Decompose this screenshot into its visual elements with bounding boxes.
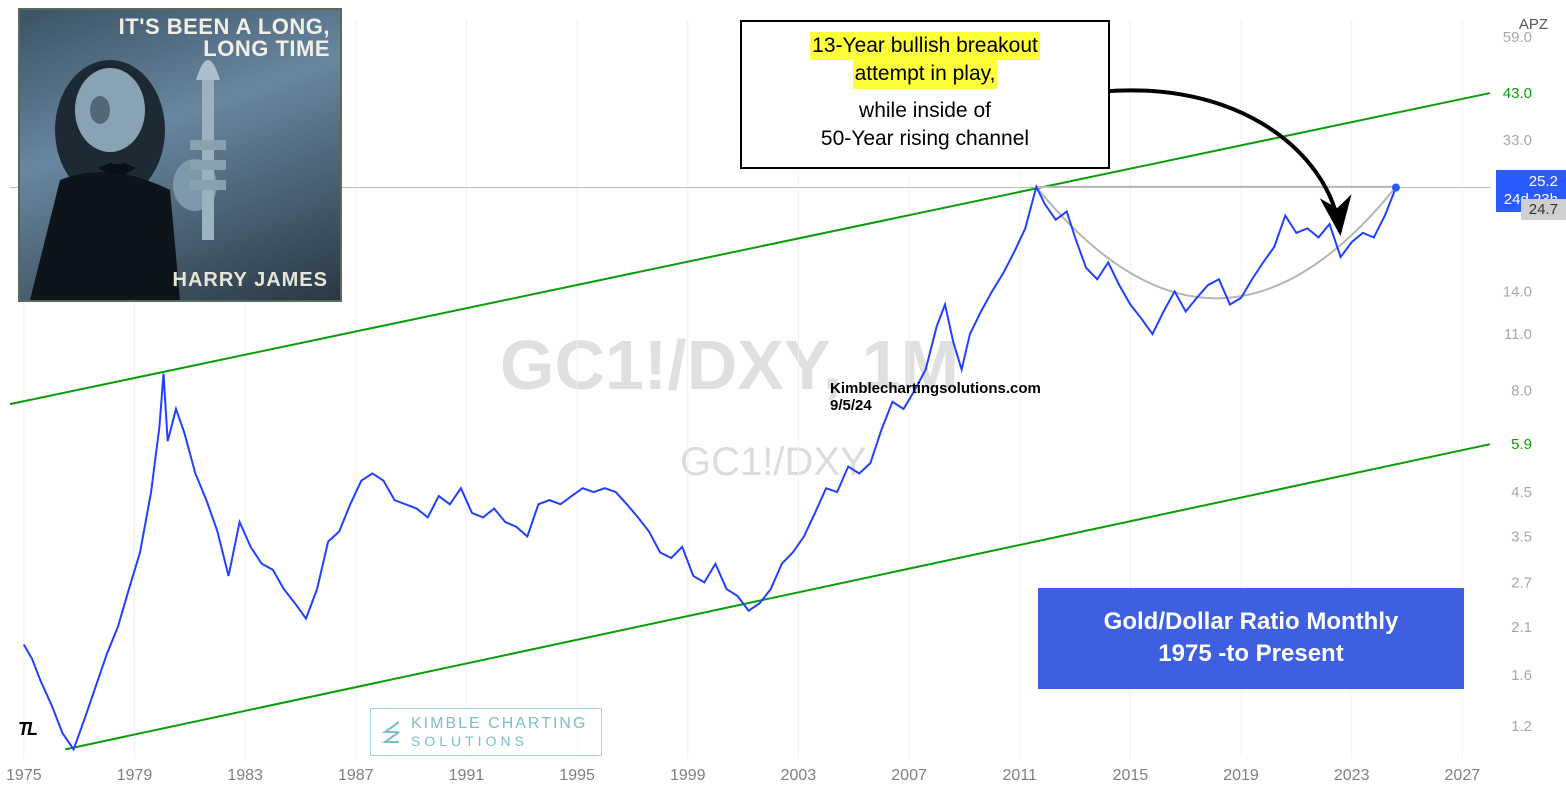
callout-line1: 13-Year bullish breakout xyxy=(810,32,1040,60)
price-current: 25.2 xyxy=(1504,173,1558,191)
svg-text:3.5: 3.5 xyxy=(1511,529,1532,546)
callout-line4: 50-Year rising channel xyxy=(821,127,1029,150)
svg-text:2019: 2019 xyxy=(1223,767,1259,784)
svg-text:2023: 2023 xyxy=(1334,767,1370,784)
tv-logo-mark: TL xyxy=(18,719,36,740)
album-artist: HARRY JAMES xyxy=(173,269,328,292)
svg-text:2015: 2015 xyxy=(1113,767,1149,784)
svg-text:1995: 1995 xyxy=(559,767,595,784)
kimble-line2: SOLUTIONS xyxy=(411,733,587,749)
svg-text:1.6: 1.6 xyxy=(1511,667,1532,684)
svg-text:2011: 2011 xyxy=(1003,767,1038,784)
callout-box: 13-Year bullish breakout attempt in play… xyxy=(740,20,1110,169)
kimble-line1: KIMBLE CHARTING xyxy=(411,715,587,733)
svg-text:2003: 2003 xyxy=(781,767,817,784)
callout-line2: attempt in play, xyxy=(853,60,998,88)
svg-text:5.9: 5.9 xyxy=(1511,436,1532,453)
svg-text:14.0: 14.0 xyxy=(1503,283,1532,300)
svg-text:1979: 1979 xyxy=(117,767,153,784)
svg-text:1983: 1983 xyxy=(227,767,263,784)
svg-text:43.0: 43.0 xyxy=(1503,85,1532,102)
attribution-date: 9/5/24 xyxy=(830,397,1041,414)
svg-text:2.7: 2.7 xyxy=(1511,574,1532,591)
svg-text:2.1: 2.1 xyxy=(1511,619,1532,636)
svg-text:1987: 1987 xyxy=(338,767,374,784)
svg-text:2007: 2007 xyxy=(891,767,927,784)
svg-text:1991: 1991 xyxy=(449,767,485,784)
album-cover: IT'S BEEN A LONG, LONG TIME HARRY JAMES xyxy=(18,8,342,302)
title-line2: 1975 -to Present xyxy=(1066,638,1436,670)
callout-line3: while inside of xyxy=(859,99,991,122)
title-line1: Gold/Dollar Ratio Monthly xyxy=(1066,606,1436,638)
svg-text:11.0: 11.0 xyxy=(1504,326,1532,343)
svg-text:1.2: 1.2 xyxy=(1511,718,1532,735)
chart-title-box: Gold/Dollar Ratio Monthly 1975 -to Prese… xyxy=(1038,588,1464,689)
attribution: Kimblechartingsolutions.com 9/5/24 xyxy=(830,380,1041,415)
svg-text:4.5: 4.5 xyxy=(1511,484,1532,501)
album-title-line2: LONG TIME xyxy=(203,36,330,61)
kimble-logo-icon xyxy=(381,718,403,746)
attribution-site: Kimblechartingsolutions.com xyxy=(830,380,1041,397)
svg-text:1999: 1999 xyxy=(670,767,706,784)
svg-text:2027: 2027 xyxy=(1445,767,1481,784)
price-flag-secondary: 24.7 xyxy=(1521,199,1566,220)
badge-apz: APZ xyxy=(1519,16,1548,33)
series-end-dot xyxy=(1392,184,1400,192)
kimble-logo: KIMBLE CHARTING SOLUTIONS xyxy=(370,708,602,756)
svg-text:1975: 1975 xyxy=(6,767,42,784)
svg-text:33.0: 33.0 xyxy=(1503,132,1532,149)
chart-root: GC1!/DXY, 1M GC1!/DXY 1.21.62.12.73.54.5… xyxy=(0,0,1566,788)
svg-text:8.0: 8.0 xyxy=(1511,382,1532,399)
callout-arrow xyxy=(1075,90,1340,232)
